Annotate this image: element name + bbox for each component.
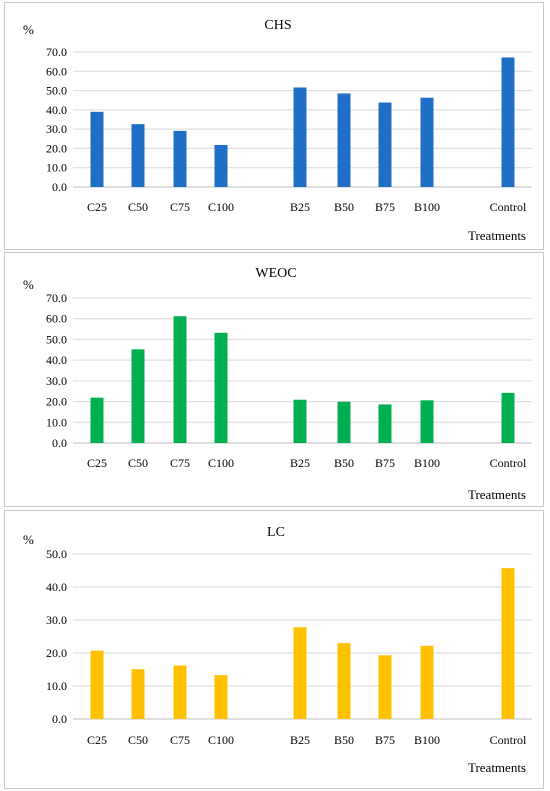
x-tick-label: C75: [170, 733, 190, 747]
bar-b50: [337, 643, 351, 719]
x-axis-label: Treatments: [468, 228, 526, 243]
y-tick-label: 0.0: [52, 712, 67, 726]
y-tick-label: 60.0: [46, 312, 67, 326]
bar-b100: [420, 400, 434, 443]
lc-chart: LC % Treatments 0.0 10.0 20.0 30.0 40.0 50.0 C…: [23, 525, 532, 775]
x-tick-label: B50: [334, 456, 354, 470]
bar-b50: [337, 93, 351, 187]
chart-panel-lc: LC % Treatments 0.0 10.0 20.0 30.0 40.0 50.0 C…: [4, 510, 544, 789]
y-axis-label: %: [23, 277, 34, 292]
bar-c100: [214, 675, 228, 719]
bar-control: [501, 568, 515, 719]
bar-c75: [173, 665, 187, 719]
bar-b50: [337, 401, 351, 443]
y-tick-label: 60.0: [46, 64, 67, 78]
chart-title: LC: [267, 525, 285, 540]
y-tick-label: 20.0: [46, 646, 67, 660]
y-axis-label: %: [23, 22, 34, 37]
y-tick-label: 40.0: [46, 580, 67, 594]
x-tick-label: C50: [128, 456, 148, 470]
x-tick-label: C100: [208, 200, 234, 214]
x-tick-label: C50: [128, 200, 148, 214]
y-tick-label: 40.0: [46, 353, 67, 367]
x-tick-label: C75: [170, 200, 190, 214]
bar-c50: [131, 669, 145, 719]
chart-title: CHS: [264, 18, 291, 33]
x-tick-label: B25: [290, 456, 310, 470]
y-tick-label: 10.0: [46, 415, 67, 429]
bar-b100: [420, 645, 434, 719]
bar-b100: [420, 97, 434, 187]
x-tick-label: Control: [490, 456, 527, 470]
y-tick-label: 0.0: [52, 180, 67, 194]
x-tick-label: B50: [334, 200, 354, 214]
y-tick-label: 70.0: [46, 291, 67, 305]
x-tick-label: Control: [490, 733, 527, 747]
x-axis-label: Treatments: [468, 487, 526, 502]
y-axis-label: %: [23, 532, 34, 547]
chart-panel-weoc: WEOC % Treatments 0.0 10.0 20.0 30.0 40.0 50.…: [4, 252, 544, 507]
x-tick-label: B75: [375, 200, 395, 214]
x-tick-label: B100: [414, 200, 440, 214]
x-tick-label: B75: [375, 733, 395, 747]
chart-panel-chs: CHS % Treatments 0.0 10.0 20.0 30.0 40.0 50.0…: [4, 2, 544, 250]
chart-title: WEOC: [255, 266, 296, 281]
x-tick-label: C100: [208, 456, 234, 470]
x-axis-label: Treatments: [468, 760, 526, 775]
x-tick-label: B50: [334, 733, 354, 747]
y-tick-label: 10.0: [46, 161, 67, 175]
bar-b75: [378, 102, 392, 187]
chs-chart: CHS % Treatments 0.0 10.0 20.0 30.0 40.0 50.0…: [23, 18, 532, 243]
bar-b25: [293, 627, 307, 719]
x-tick-label: B75: [375, 456, 395, 470]
y-tick-label: 30.0: [46, 613, 67, 627]
y-tick-label: 40.0: [46, 103, 67, 117]
bar-c25: [90, 650, 104, 719]
y-tick-label: 20.0: [46, 141, 67, 155]
weoc-chart: WEOC % Treatments 0.0 10.0 20.0 30.0 40.0 50.…: [23, 266, 532, 502]
x-tick-label: Control: [490, 200, 527, 214]
bar-control: [501, 57, 515, 188]
x-tick-label: C25: [87, 733, 107, 747]
y-tick-label: 50.0: [46, 84, 67, 98]
y-tick-label: 0.0: [52, 436, 67, 450]
bar-c75: [173, 130, 187, 187]
x-tick-label: C25: [87, 200, 107, 214]
x-tick-label: C100: [208, 733, 234, 747]
x-tick-label: B25: [290, 200, 310, 214]
y-tick-label: 50.0: [46, 332, 67, 346]
bar-b75: [378, 655, 392, 719]
y-tick-label: 30.0: [46, 122, 67, 136]
bar-c50: [131, 124, 145, 187]
bar-c100: [214, 332, 228, 443]
bar-c25: [90, 397, 104, 443]
y-tick-label: 50.0: [46, 547, 67, 561]
bar-b75: [378, 404, 392, 443]
y-tick-label: 10.0: [46, 679, 67, 693]
bar-c25: [90, 111, 104, 187]
y-tick-label: 20.0: [46, 395, 67, 409]
x-tick-label: C75: [170, 456, 190, 470]
y-tick-label: 30.0: [46, 374, 67, 388]
y-tick-label: 70.0: [46, 45, 67, 59]
x-tick-label: C50: [128, 733, 148, 747]
bar-control: [501, 392, 515, 443]
bar-c50: [131, 349, 145, 443]
bar-c100: [214, 144, 228, 187]
x-tick-label: B100: [414, 456, 440, 470]
x-tick-label: B100: [414, 733, 440, 747]
bar-c75: [173, 316, 187, 443]
x-tick-label: B25: [290, 733, 310, 747]
x-tick-label: C25: [87, 456, 107, 470]
bar-b25: [293, 399, 307, 443]
bar-b25: [293, 87, 307, 187]
